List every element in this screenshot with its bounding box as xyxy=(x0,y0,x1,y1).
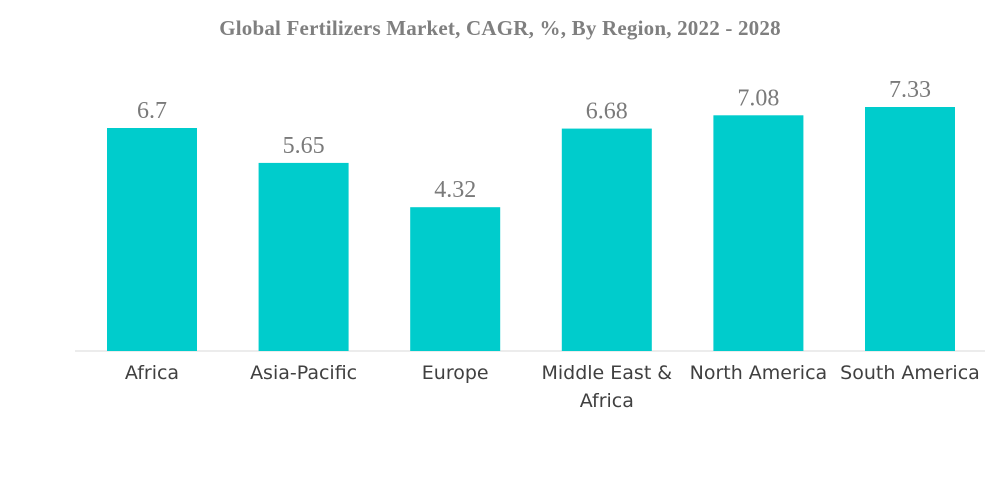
value-label: 6.68 xyxy=(586,99,628,125)
category-label: South America xyxy=(840,362,980,384)
bar-south-america xyxy=(865,107,955,351)
value-label: 5.65 xyxy=(283,133,325,159)
value-label: 6.7 xyxy=(137,98,167,124)
value-label: 4.32 xyxy=(434,177,476,203)
bar-north-america xyxy=(713,115,804,351)
chart-title: Global Fertilizers Market, CAGR, %, By R… xyxy=(219,16,781,40)
bar-asia-pacific xyxy=(258,162,349,351)
category-label: Europe xyxy=(422,362,489,384)
value-label: 7.33 xyxy=(889,77,931,103)
category-label: Africa xyxy=(125,362,179,384)
bars-group xyxy=(107,107,955,351)
category-label: North America xyxy=(690,362,828,384)
bar-africa xyxy=(107,128,197,351)
category-label: Asia-Pacific xyxy=(250,362,357,384)
bar-middle-east-africa xyxy=(561,128,652,351)
value-label: 7.08 xyxy=(737,85,779,111)
bar-europe xyxy=(410,207,501,351)
value-labels-group: 6.7 5.65 4.32 6.68 7.08 7.33 xyxy=(137,77,931,203)
category-label: Middle East & Africa xyxy=(541,362,672,412)
category-labels-group: Africa Asia-Pacific Europe Middle East & Afr… xyxy=(125,362,980,412)
